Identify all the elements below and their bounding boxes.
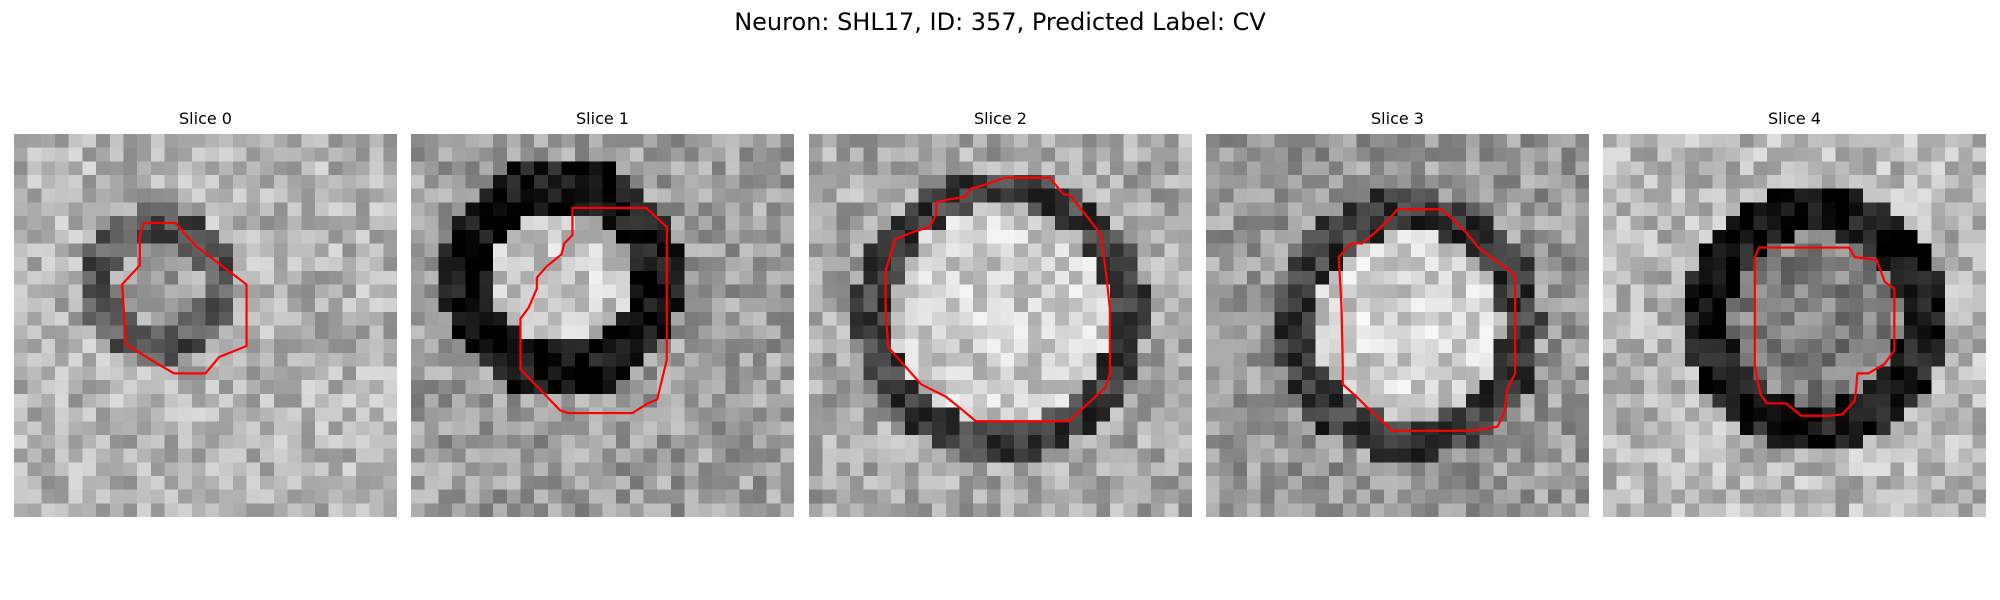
slice-image [1206, 134, 1589, 517]
slice-panel-4: Slice 4 [1603, 108, 1986, 517]
slice-image [1603, 134, 1986, 517]
slice-panel-2: Slice 2 [809, 108, 1192, 517]
segmentation-contour [1753, 246, 1896, 417]
slice-title: Slice 3 [1371, 109, 1424, 128]
slice-title: Slice 2 [974, 109, 1027, 128]
segmentation-contour [519, 206, 668, 415]
slice-panel-3: Slice 3 [1206, 108, 1589, 517]
slice-title: Slice 1 [576, 109, 629, 128]
slice-image [14, 134, 397, 517]
segmentation-contour [884, 176, 1112, 423]
figure-title: Neuron: SHL17, ID: 357, Predicted Label:… [734, 8, 1266, 36]
slice-title: Slice 4 [1768, 109, 1821, 128]
slice-panel-1: Slice 1 [411, 108, 794, 517]
slice-panel-0: Slice 0 [14, 108, 397, 517]
slice-title: Slice 0 [179, 109, 232, 128]
slice-image [809, 134, 1192, 517]
segmentation-contour [1337, 208, 1517, 432]
slice-image [411, 134, 794, 517]
segmentation-contour [120, 221, 248, 375]
